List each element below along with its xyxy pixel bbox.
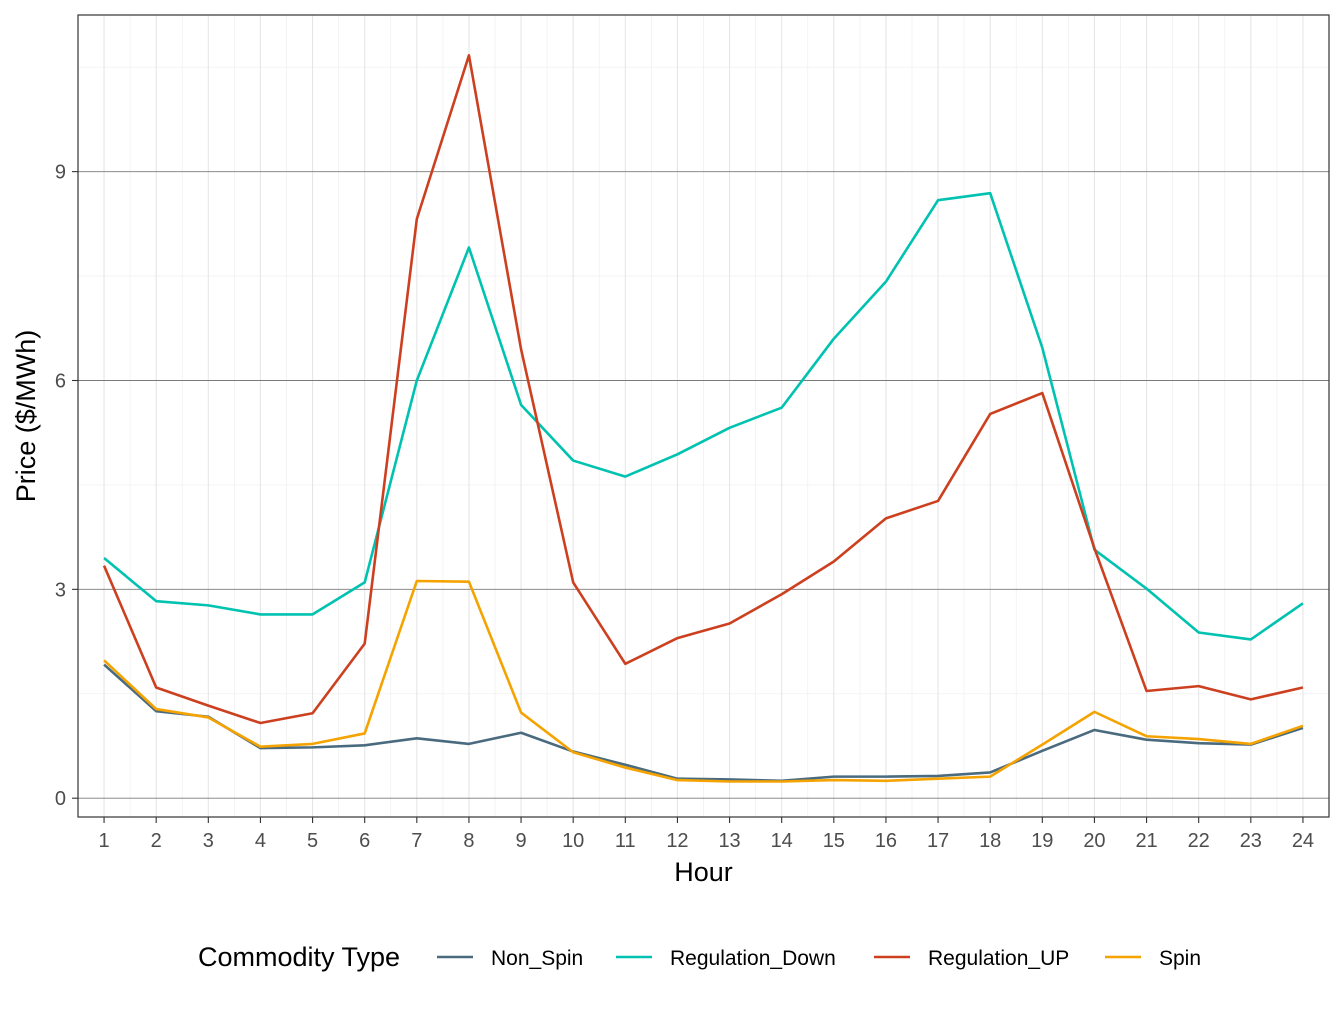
x-tick-label: 16	[875, 830, 897, 852]
x-tick-label: 18	[979, 830, 1001, 852]
x-tick-label: 7	[411, 830, 422, 852]
legend-item-non-spin: Non_Spin	[437, 947, 583, 970]
x-tick-label: 15	[823, 830, 845, 852]
legend-label: Regulation_Down	[670, 947, 836, 970]
legend: Commodity Type Non_Spin Regulation_Down Re…	[198, 942, 1201, 972]
x-tick-label: 8	[463, 830, 474, 852]
legend-items: Non_Spin Regulation_Down Regulation_UP Spin	[437, 947, 1201, 970]
legend-label: Non_Spin	[491, 947, 583, 970]
x-tick-label: 17	[927, 830, 949, 852]
x-tick-label: 9	[516, 830, 527, 852]
legend-item-regulation-up: Regulation_UP	[874, 947, 1069, 970]
x-tick-label: 14	[771, 830, 793, 852]
series-line-non-spin	[103, 663, 1304, 783]
grid-layer	[78, 15, 1329, 817]
x-tick-label: 23	[1240, 830, 1262, 852]
x-tick-label: 11	[615, 830, 636, 852]
x-tick-label: 19	[1031, 830, 1053, 852]
series-layer	[102, 54, 1304, 783]
y-tick-label: 3	[55, 579, 66, 601]
series-line-regulation-down	[103, 191, 1304, 641]
x-tick-label: 3	[203, 830, 214, 852]
x-tick-label: 1	[99, 830, 110, 852]
x-tick-label: 5	[307, 830, 318, 852]
x-tick-label: 20	[1083, 830, 1105, 852]
panel-border	[77, 14, 1330, 818]
legend-item-regulation-down: Regulation_Down	[616, 947, 836, 970]
legend-title: Commodity Type	[198, 942, 400, 972]
x-tick-label: 12	[666, 830, 688, 852]
legend-item-spin: Spin	[1105, 947, 1201, 970]
legend-label: Spin	[1159, 947, 1201, 970]
y-tick-label: 9	[55, 162, 66, 184]
series-line-spin	[103, 579, 1304, 783]
x-tick-label: 22	[1188, 830, 1210, 852]
y-axis-title: Price ($/MWh)	[11, 330, 41, 503]
x-axis-title: Hour	[674, 857, 733, 887]
x-tick-label: 24	[1292, 830, 1314, 852]
axis-layer: 1 2 3 4 5 6 7 8 9 10 11 12 13 14 15 16 17 18 19 20 21 22 23 240…	[55, 162, 1314, 852]
y-tick-label: 6	[55, 370, 66, 392]
legend-label: Regulation_UP	[928, 947, 1069, 970]
x-tick-label: 2	[151, 830, 162, 852]
x-tick-label: 10	[562, 830, 584, 852]
x-tick-label: 21	[1135, 830, 1157, 852]
y-tick-label: 0	[55, 788, 66, 810]
series-line-regulation-up	[102, 54, 1304, 725]
x-tick-label: 13	[718, 830, 740, 852]
x-tick-label: 4	[255, 830, 266, 852]
x-tick-label: 6	[359, 830, 370, 852]
